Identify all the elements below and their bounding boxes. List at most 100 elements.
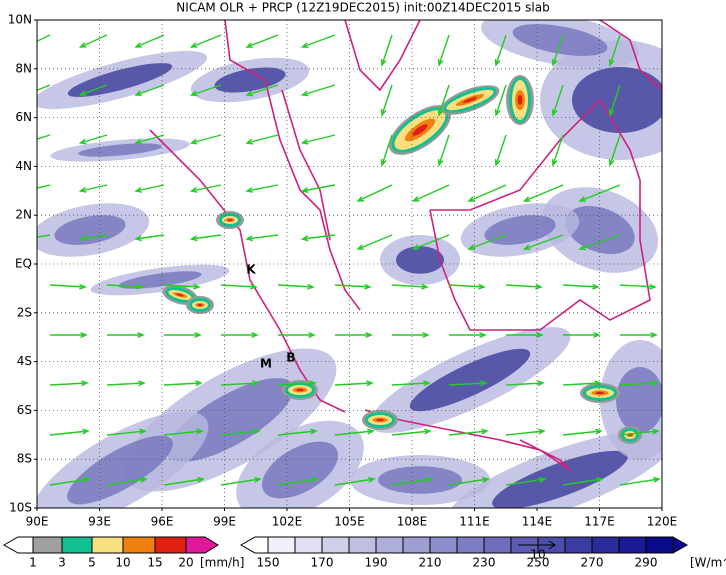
lat-label: 2N <box>15 208 32 222</box>
site-label: M <box>260 357 272 371</box>
wind-arrow <box>522 234 564 251</box>
wind-arrow <box>562 476 604 486</box>
colorbar-label: 210 <box>419 556 442 570</box>
wind-arrow <box>448 380 488 387</box>
colorbar-label: 1 <box>29 556 37 570</box>
wind-arrow <box>437 84 450 117</box>
wind-arrow <box>619 476 661 486</box>
wind-arrow <box>608 34 621 67</box>
wind-arrow <box>392 332 430 338</box>
lat-label: 4N <box>15 159 32 173</box>
colorbar-label: 170 <box>311 556 334 570</box>
wind-arrow <box>78 134 108 145</box>
wind-arrow <box>278 332 316 338</box>
lon-label: 117E <box>584 515 615 529</box>
wind-arrow <box>106 428 147 436</box>
graticule <box>37 20 662 508</box>
legend: 1 3 5 10 15 20 [mm/h] 150 170 190 210 230 250 270 290 [… <box>2 536 726 570</box>
rain-cell <box>412 124 428 136</box>
wind-arrow <box>49 283 87 290</box>
lat-label: 6N <box>15 110 32 124</box>
rain-cell <box>517 95 523 105</box>
wind-arrow <box>551 34 564 67</box>
colorbar-label: 3 <box>58 556 66 570</box>
cloud-core <box>409 348 531 412</box>
colorbar-box <box>402 536 431 554</box>
colorbar-box <box>483 536 512 554</box>
wind-arrow <box>562 283 600 290</box>
cloud-core <box>67 63 173 97</box>
wind-arrow <box>50 332 88 338</box>
wind-vectors <box>37 34 661 486</box>
wind-arrow <box>189 34 222 48</box>
colorbar-label: 20 <box>178 556 193 570</box>
wind-arrow <box>411 184 450 202</box>
plot-area <box>37 20 662 508</box>
colorbar-box <box>32 536 63 554</box>
wind-arrow <box>107 332 145 338</box>
colorbar-box <box>429 536 458 554</box>
wind-arrow <box>163 476 205 486</box>
colorbar-label: 290 <box>635 556 658 570</box>
wind-arrow <box>448 283 486 290</box>
colorbar-unit: [mm/h] <box>200 556 244 570</box>
colorbar-box <box>91 536 124 554</box>
wind-arrow <box>277 428 318 436</box>
wind-arrow <box>300 84 336 97</box>
cloud-core <box>67 435 173 505</box>
wind-arrow <box>300 34 336 48</box>
rain-cell <box>227 219 233 221</box>
wind-arrow <box>78 184 108 193</box>
colorbar-box <box>154 536 187 554</box>
wind-arrow <box>467 184 507 202</box>
wind-arrow <box>245 84 279 97</box>
colorbar-label: 250 <box>527 556 550 570</box>
wind-arrow <box>164 332 202 338</box>
rain-cell <box>376 418 384 422</box>
colorbar-label: 10 <box>115 556 130 570</box>
wind-arrow <box>578 184 621 202</box>
wind-arrow <box>189 84 222 97</box>
wind-arrow <box>134 184 165 193</box>
rain-cell <box>296 388 304 392</box>
lon-label: 120E <box>647 515 678 529</box>
coastline <box>429 98 651 331</box>
cloud-core <box>484 215 556 245</box>
wind-arrow <box>106 476 148 486</box>
cloud-core <box>492 450 628 508</box>
lon-label: 90E <box>26 515 49 529</box>
wind-arrow <box>608 84 621 117</box>
wind-arrow <box>563 332 601 338</box>
wind-arrow <box>467 234 507 250</box>
wind-arrow <box>411 234 450 250</box>
coastline <box>364 409 571 471</box>
wind-arrow <box>380 34 393 67</box>
wind-arrow <box>380 134 393 167</box>
vector-scale-arrow <box>518 540 556 550</box>
wind-arrow <box>49 380 89 387</box>
wind-arrow <box>506 332 544 338</box>
lon-label: 108E <box>397 515 428 529</box>
wind-arrow <box>334 380 374 387</box>
colorbar-box <box>294 536 323 554</box>
wind-arrow <box>134 134 165 145</box>
lat-label: 8N <box>15 61 32 75</box>
wind-arrow <box>505 380 545 387</box>
wind-arrow <box>494 84 507 117</box>
coastlines <box>149 20 662 471</box>
wind-arrow <box>277 283 315 290</box>
wind-arrow <box>380 84 393 117</box>
lat-label: 4S <box>17 354 32 368</box>
wind-arrow <box>134 34 165 48</box>
wind-arrow <box>448 428 489 436</box>
wind-arrow <box>356 234 393 250</box>
wind-arrow <box>245 34 279 48</box>
wind-arrow <box>245 234 279 242</box>
wind-arrow <box>391 476 433 486</box>
wind-arrow <box>300 134 336 145</box>
wind-arrow <box>78 234 108 242</box>
wind-arrow <box>220 283 258 290</box>
site-label: B <box>286 351 295 365</box>
lon-label: 96E <box>151 515 174 529</box>
cloud-core <box>396 246 444 274</box>
